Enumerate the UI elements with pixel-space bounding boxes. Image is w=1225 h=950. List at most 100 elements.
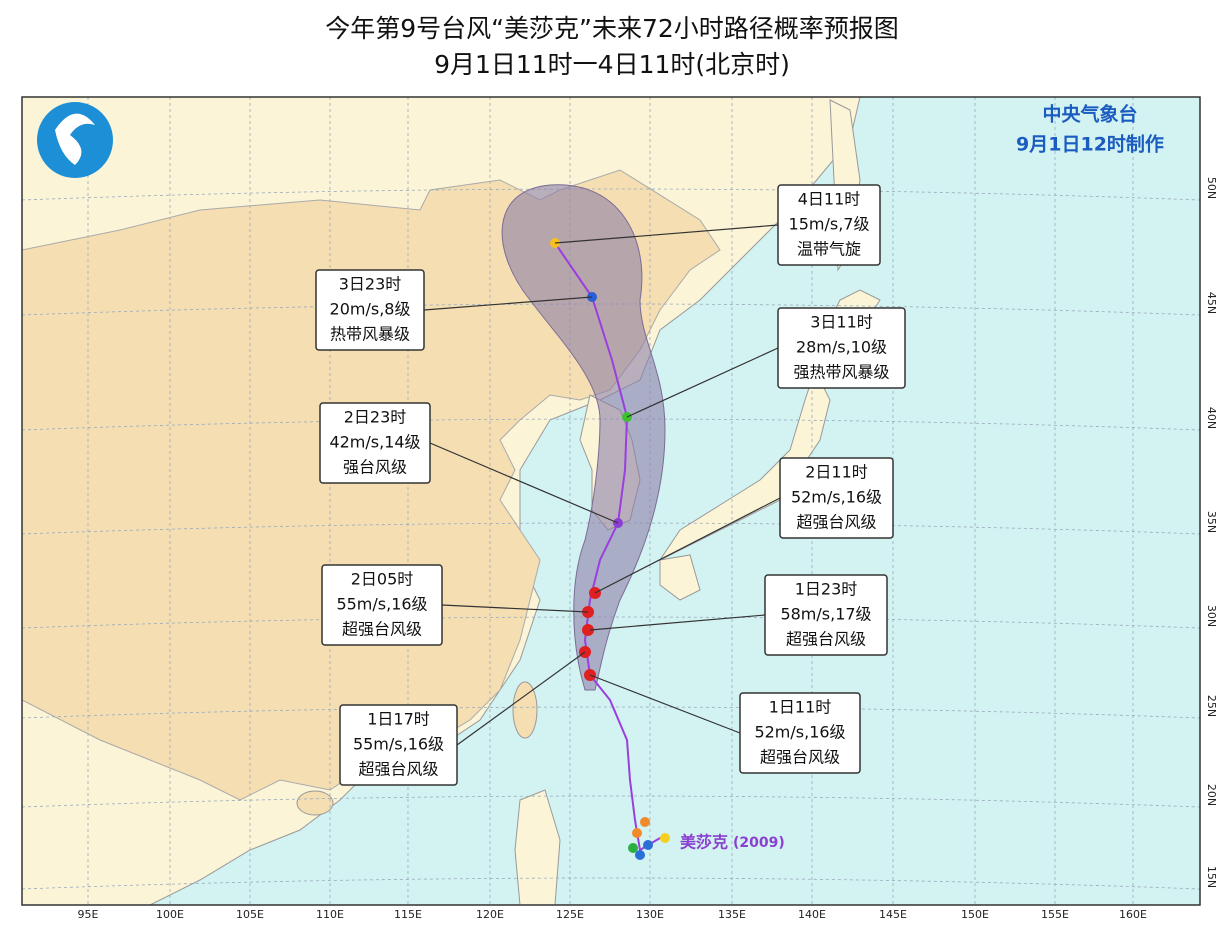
- forecast-time: 2日05时: [351, 570, 414, 589]
- taiwan: [512, 681, 538, 739]
- forecast-time: 3日11时: [810, 313, 873, 332]
- forecast-point: [582, 624, 594, 636]
- forecast-time: 1日11时: [769, 698, 832, 717]
- forecast-time: 4日11时: [798, 190, 861, 209]
- forecast-level: 温带气旋: [797, 240, 861, 259]
- past-point: [635, 850, 645, 860]
- box-frame: [779, 457, 894, 539]
- callout-line: [423, 296, 593, 311]
- title: 今年第9号台风“美莎克”未来72小时路径概率预报图: [325, 14, 899, 43]
- forecast-level: 超强台风级: [760, 748, 840, 767]
- longitude-label: 105E: [236, 908, 264, 921]
- latitude-label: 30N: [1205, 605, 1218, 627]
- forecast-level: 超强台风级: [358, 760, 438, 779]
- forecast-wind: 20m/s,8级: [330, 300, 411, 319]
- callout-line: [441, 604, 589, 613]
- box-frame: [315, 269, 425, 351]
- frame-border: [21, 96, 1201, 906]
- forecast-level: 强台风级: [343, 458, 407, 477]
- forecast-time: 2日11时: [805, 463, 868, 482]
- longitude-label: 130E: [636, 908, 664, 921]
- latitude-label: 50N: [1205, 177, 1218, 199]
- axis-labels: 95E 100E 105E 110E 115E 120E 125E 130E 135E 140E 1…: [78, 177, 1218, 921]
- longitude-label: 115E: [394, 908, 422, 921]
- parallel: [22, 188, 1200, 201]
- forecast-wind: 15m/s,7级: [789, 215, 870, 234]
- callout-line: [589, 674, 741, 734]
- callout-line: [456, 651, 586, 746]
- latitude-label: 35N: [1205, 511, 1218, 533]
- callout-line: [594, 497, 781, 594]
- callout-line: [589, 614, 766, 631]
- forecast-time: 1日23时: [795, 580, 858, 599]
- forecast-labels: 1日11时52m/s,16级超强台风级1日17时55m/s,16级超强台风级1日…: [315, 184, 906, 786]
- forecast-level: 超强台风级: [786, 630, 866, 649]
- kyushu: [659, 554, 701, 601]
- forecast-wind: 58m/s,17级: [780, 605, 871, 624]
- forecast-wind: 52m/s,16级: [791, 488, 882, 507]
- longitude-label: 135E: [718, 908, 746, 921]
- forecast-level: 强热带风暴级: [793, 363, 889, 382]
- parallel: [22, 877, 1200, 890]
- callout-line: [554, 224, 779, 244]
- longitude-label: 95E: [78, 908, 99, 921]
- box-frame: [321, 564, 443, 646]
- past-point: [643, 840, 653, 850]
- forecast-level: 超强台风级: [342, 620, 422, 639]
- past-point: [632, 828, 642, 838]
- past-point: [628, 843, 638, 853]
- callout-line: [429, 442, 619, 524]
- map-frame: [21, 96, 1201, 906]
- longitude-label: 120E: [476, 908, 504, 921]
- forecast-wind: 52m/s,16级: [754, 723, 845, 742]
- issue-time: 9月1日12时制作: [1016, 133, 1164, 156]
- forecast-level: 热带风暴级: [330, 325, 410, 344]
- longitude-label: 110E: [316, 908, 344, 921]
- forecast-wind: 28m/s,10级: [796, 338, 887, 357]
- box-frame: [764, 574, 888, 656]
- past-point: [640, 817, 650, 827]
- forecast-time: 3日23时: [339, 275, 402, 294]
- longitude-label: 160E: [1119, 908, 1147, 921]
- china: [22, 169, 721, 801]
- logo: [37, 102, 113, 178]
- typhoon-name: 美莎克: [680, 833, 728, 852]
- latitude-label: 15N: [1205, 866, 1218, 888]
- longitude-label: 145E: [879, 908, 907, 921]
- typhoon-code: (2009): [733, 835, 785, 851]
- philippines: [514, 789, 561, 905]
- parallel: [22, 795, 1200, 808]
- box-frame: [777, 307, 906, 389]
- forecast-wind: 42m/s,14级: [329, 433, 420, 452]
- track-line: [554, 242, 661, 852]
- latitude-label: 25N: [1205, 695, 1218, 717]
- latitude-label: 45N: [1205, 292, 1218, 314]
- box-frame: [339, 704, 458, 786]
- forecast-wind: 55m/s,16级: [336, 595, 427, 614]
- callout-line: [626, 347, 779, 418]
- logo-mark: [55, 113, 95, 165]
- hainan: [296, 790, 334, 816]
- longitude-label: 140E: [798, 908, 826, 921]
- longitude-label: 150E: [961, 908, 989, 921]
- past-point: [660, 833, 670, 843]
- forecast-level: 超强台风级: [796, 513, 876, 532]
- box-frame: [319, 402, 431, 484]
- probability-cone: [501, 184, 666, 691]
- subtitle: 9月1日11时一4日11时(北京时): [434, 50, 790, 79]
- box-frame: [739, 692, 861, 774]
- box-frame: [777, 184, 881, 266]
- forecast-time: 1日17时: [367, 710, 430, 729]
- latitude-label: 40N: [1205, 407, 1218, 429]
- longitude-label: 155E: [1041, 908, 1069, 921]
- parallel: [22, 706, 1200, 719]
